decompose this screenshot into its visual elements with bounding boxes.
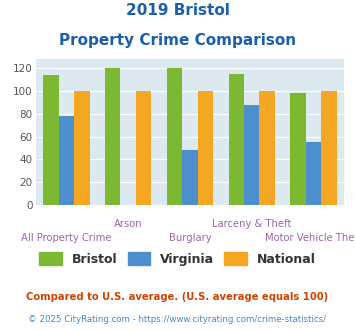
Bar [260,91,275,205]
Bar [229,74,244,205]
Bar [59,116,74,205]
Text: © 2025 CityRating.com - https://www.cityrating.com/crime-statistics/: © 2025 CityRating.com - https://www.city… [28,315,327,324]
Text: Compared to U.S. average. (U.S. average equals 100): Compared to U.S. average. (U.S. average … [26,292,329,302]
Text: All Property Crime: All Property Crime [21,233,111,243]
Bar [74,91,89,205]
Text: Property Crime Comparison: Property Crime Comparison [59,33,296,48]
Text: 2019 Bristol: 2019 Bristol [126,3,229,18]
Text: Arson: Arson [114,219,142,229]
Bar [105,68,120,205]
Legend: Bristol, Virginia, National: Bristol, Virginia, National [34,247,321,271]
Bar [43,75,59,205]
Bar [136,91,151,205]
Bar [306,142,321,205]
Bar [321,91,337,205]
Bar [182,150,198,205]
Bar [290,93,306,205]
Bar [198,91,213,205]
Bar [167,68,182,205]
Bar [244,105,260,205]
Text: Larceny & Theft: Larceny & Theft [212,219,291,229]
Text: Motor Vehicle Theft: Motor Vehicle Theft [265,233,355,243]
Text: Burglary: Burglary [169,233,211,243]
